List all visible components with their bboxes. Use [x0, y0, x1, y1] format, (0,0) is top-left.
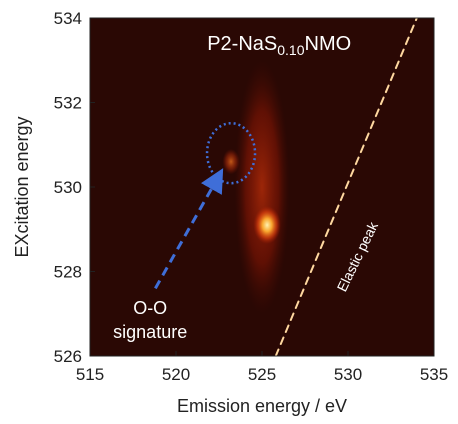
x-tick-label: 520 [162, 365, 190, 384]
x-axis-label: Emission energy / eV [177, 396, 347, 416]
o-o-signature-label-line: O-O [133, 298, 167, 318]
y-axis-ticks: 526 528 530 532 534 [54, 9, 95, 366]
elastic-peak-dashes [274, 18, 418, 356]
y-tick-label: 534 [54, 9, 82, 28]
y-tick-label: 530 [54, 178, 82, 197]
x-axis-ticks: 515 520 525 530 535 [76, 351, 448, 384]
y-tick-label: 532 [54, 94, 82, 113]
o-o-signature-label-line: signature [113, 322, 187, 342]
title-prefix: P2-NaS [207, 33, 277, 55]
o-o-signature-label: O-O signature [113, 298, 187, 342]
x-tick-label: 515 [76, 365, 104, 384]
elastic-peak-line [274, 18, 418, 356]
y-tick-label: 528 [54, 263, 82, 282]
y-tick-label: 526 [54, 347, 82, 366]
heat-feature-o-o-signature [222, 148, 240, 175]
title-suffix: NMO [305, 33, 352, 55]
heat-feature-main-emission-band [234, 60, 290, 314]
heat-feature-hot-spot [253, 206, 281, 245]
heatmap-intensity-layer [222, 60, 290, 314]
x-tick-label: 525 [248, 365, 276, 384]
x-tick-label: 530 [334, 365, 362, 384]
title-subscript: 0.10 [277, 42, 304, 58]
chart-title: P2-NaS0.10NMO [207, 33, 351, 58]
o-o-signature-circle [205, 121, 257, 185]
y-axis-label: EXcitation energy [12, 116, 32, 257]
o-o-signature-arrow [154, 168, 224, 290]
x-tick-label: 535 [420, 365, 448, 384]
